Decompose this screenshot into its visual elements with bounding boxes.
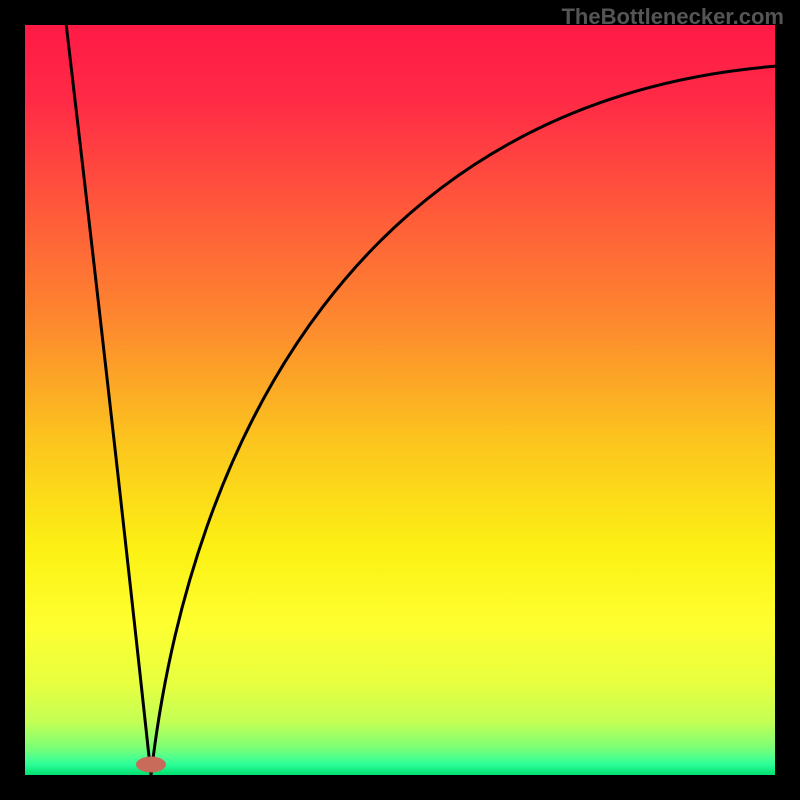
chart-container: TheBottlenecker.com bbox=[0, 0, 800, 800]
chart-svg bbox=[25, 25, 775, 775]
vertex-marker bbox=[136, 757, 166, 773]
plot-area bbox=[25, 25, 775, 775]
watermark-text: TheBottlenecker.com bbox=[561, 4, 784, 30]
